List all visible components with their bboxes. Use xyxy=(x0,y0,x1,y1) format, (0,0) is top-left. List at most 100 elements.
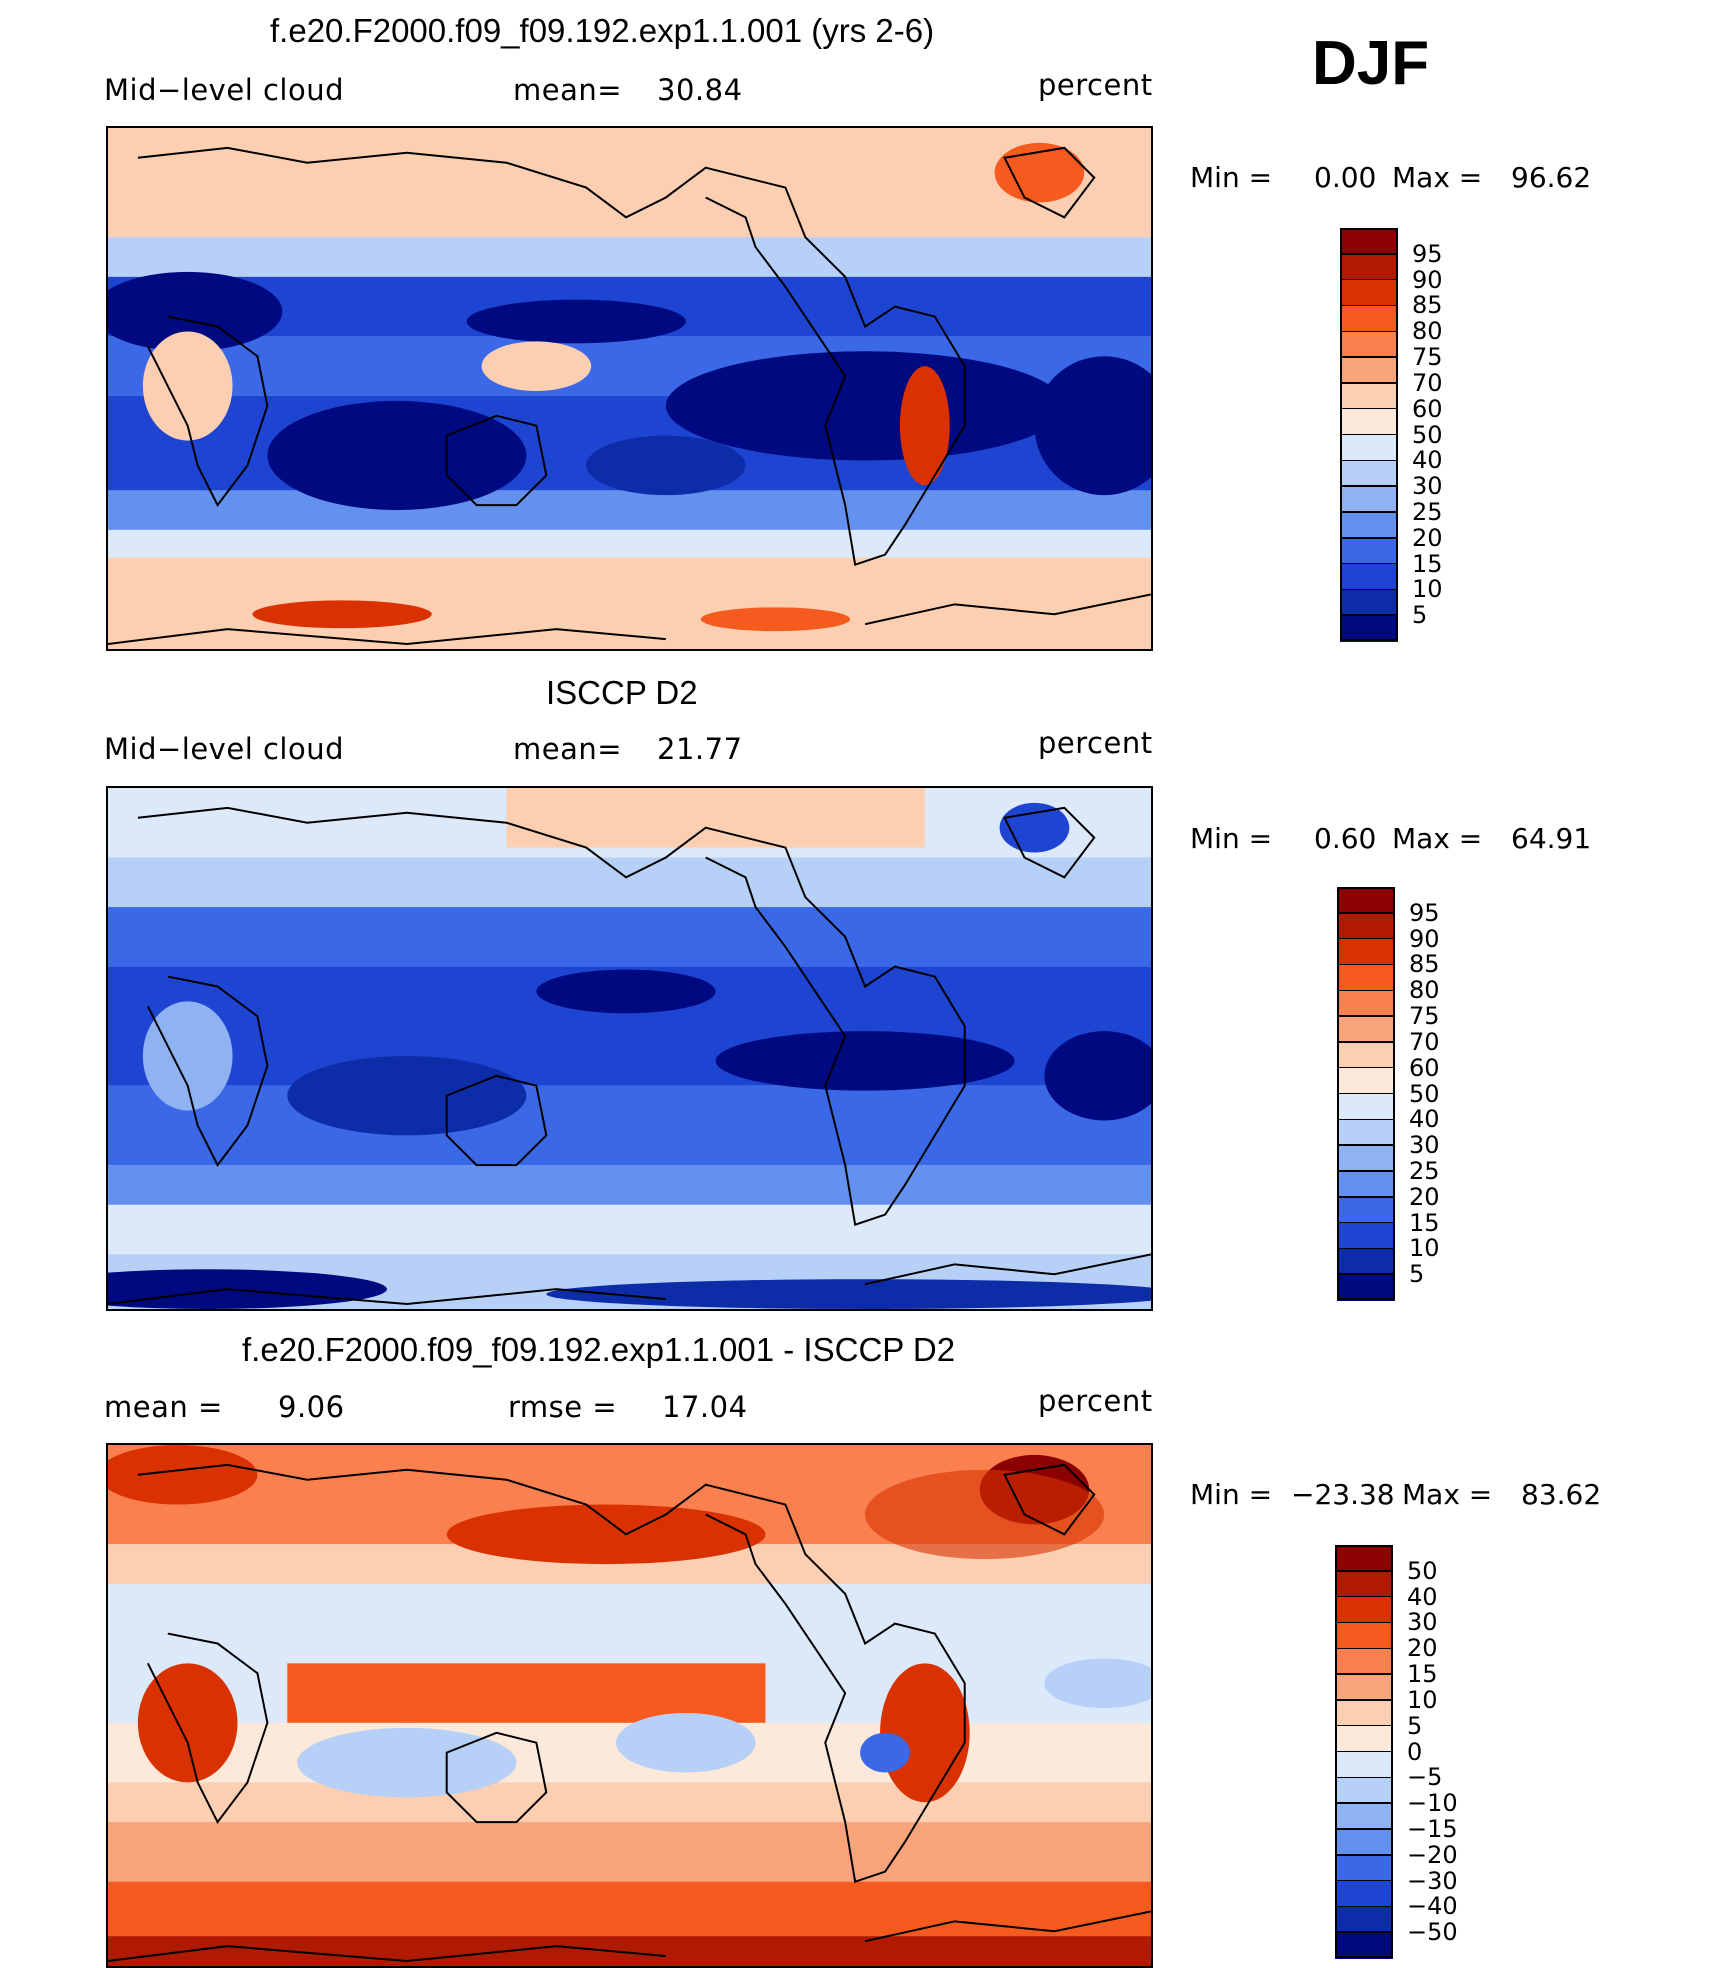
colorbar-tick-label: 5 xyxy=(1407,1711,1423,1740)
colorbar-separator xyxy=(1340,304,1398,307)
colorbar-tick-label: 15 xyxy=(1409,1208,1440,1237)
colorbar-segment xyxy=(1335,1596,1393,1623)
colorbar-separator xyxy=(1335,1750,1393,1753)
colorbar-separator xyxy=(1337,1015,1395,1017)
panel-diff-min-value: −23.38 xyxy=(1291,1478,1395,1511)
colorbar-border xyxy=(1337,887,1395,1300)
colorbar-segment xyxy=(1340,305,1398,332)
panel-model-mean-value: 30.84 xyxy=(657,73,743,107)
colorbar-segment xyxy=(1337,887,1395,914)
colorbar-segment xyxy=(1340,434,1398,461)
colorbar-tick-label: −5 xyxy=(1407,1763,1443,1792)
colorbar-separator xyxy=(1337,912,1395,914)
colorbar-segment xyxy=(1337,964,1395,991)
colorbar-separator xyxy=(1337,1196,1395,1198)
colorbar-tick-label: 25 xyxy=(1412,497,1443,526)
colorbar-separator xyxy=(1337,1144,1395,1146)
panel-obs-max-value: 64.91 xyxy=(1511,822,1592,855)
panel-model-title: f.e20.F2000.f09_f09.192.exp1.1.001 (yrs … xyxy=(270,12,935,49)
colorbar-separator xyxy=(1340,511,1398,513)
panel-obs-min-value: 0.60 xyxy=(1314,822,1377,855)
panel-obs-max-label: Max = xyxy=(1392,822,1483,855)
panel-obs-title: ISCCP D2 xyxy=(546,674,698,711)
colorbar-separator xyxy=(1335,1595,1393,1598)
colorbar-separator xyxy=(1340,588,1398,591)
panel-obs-map-svg xyxy=(108,788,1151,1309)
colorbar-separator xyxy=(1340,485,1398,487)
colorbar-tick-label: 10 xyxy=(1409,1234,1440,1263)
colorbar-tick-label: 95 xyxy=(1409,898,1440,927)
colorbar-segment xyxy=(1337,1170,1395,1198)
colorbar-segment xyxy=(1340,331,1398,358)
panel-obs-units: percent xyxy=(1038,726,1153,760)
colorbar-separator xyxy=(1335,1905,1393,1908)
colorbar-segment xyxy=(1340,486,1398,513)
colorbar-segment xyxy=(1337,1067,1395,1094)
colorbar-separator xyxy=(1337,1273,1395,1275)
panel-model-min-value: 0.00 xyxy=(1314,161,1377,194)
colorbar-border xyxy=(1340,228,1398,641)
colorbar-tick-label: 85 xyxy=(1412,291,1443,320)
colorbar-separator xyxy=(1337,1221,1395,1224)
colorbar-tick-label: 80 xyxy=(1412,317,1443,346)
colorbar-tick-label: −15 xyxy=(1407,1814,1458,1843)
colorbar-segment xyxy=(1340,408,1398,435)
colorbar-segment xyxy=(1337,1145,1395,1172)
colorbar-border xyxy=(1335,1545,1393,1958)
panel-diff-title: f.e20.F2000.f09_f09.192.exp1.1.001 - ISC… xyxy=(242,1331,956,1368)
colorbar-tick-label: −10 xyxy=(1407,1789,1458,1818)
colorbar-segment xyxy=(1335,1880,1393,1907)
panel-diff-map xyxy=(106,1443,1153,1968)
panel-obs-variable-label: Mid−level cloud xyxy=(104,732,344,766)
colorbar-segment xyxy=(1340,589,1398,616)
panel-diff-max-label: Max = xyxy=(1402,1478,1493,1511)
colorbar-segment xyxy=(1337,938,1395,965)
colorbar-segment xyxy=(1335,1854,1393,1882)
colorbar-segment xyxy=(1335,1906,1393,1933)
panel-diff-colorbar: 50 40 30 20 15 10 5 0 −5 −10 −15 −20 −30 −40 −50 xyxy=(1335,1545,1535,1959)
colorbar-segment xyxy=(1340,615,1398,642)
colorbar-separator xyxy=(1337,937,1395,940)
colorbar-tick-label: 30 xyxy=(1412,472,1443,501)
panel-diff-units: percent xyxy=(1038,1384,1153,1418)
colorbar-tick-label: 95 xyxy=(1412,239,1443,268)
panel-model-map xyxy=(106,126,1153,651)
colorbar-tick-label: 15 xyxy=(1407,1660,1438,1689)
colorbar-separator xyxy=(1337,989,1395,991)
panel-obs-colorbar: 95 90 85 80 75 70 60 50 40 30 25 20 15 10 5 xyxy=(1337,887,1537,1301)
colorbar-tick-label: 70 xyxy=(1412,368,1443,397)
colorbar-separator xyxy=(1340,614,1398,616)
colorbar-tick-label: 75 xyxy=(1409,1002,1440,1031)
colorbar-segment xyxy=(1337,1041,1395,1069)
colorbar-tick-label: 60 xyxy=(1409,1053,1440,1082)
colorbar-segment xyxy=(1335,1777,1393,1804)
colorbar-segment xyxy=(1340,357,1398,384)
colorbar-tick-label: 20 xyxy=(1412,523,1443,552)
colorbar-tick-label: 50 xyxy=(1409,1079,1440,1108)
colorbar-tick-label: 10 xyxy=(1407,1685,1438,1714)
colorbar-separator xyxy=(1340,253,1398,255)
colorbar-tick-label: 80 xyxy=(1409,976,1440,1005)
panel-model-max-value: 96.62 xyxy=(1511,161,1592,194)
panel-obs-mean-value: 21.77 xyxy=(657,732,743,766)
colorbar-tick-label: 40 xyxy=(1407,1582,1438,1611)
colorbar-tick-label: 25 xyxy=(1409,1156,1440,1185)
panel-obs-mean-label: mean= xyxy=(513,732,623,766)
colorbar-separator xyxy=(1337,1041,1395,1043)
panel-model-units: percent xyxy=(1038,68,1153,102)
panel-diff-mean-value: 9.06 xyxy=(278,1390,345,1424)
colorbar-tick-label: 90 xyxy=(1412,265,1443,294)
panel-obs-min-label: Min = xyxy=(1190,822,1273,855)
colorbar-segment xyxy=(1337,1093,1395,1120)
colorbar-segment xyxy=(1340,382,1398,410)
colorbar-segment xyxy=(1335,1725,1393,1752)
colorbar-tick-label: 20 xyxy=(1407,1634,1438,1663)
colorbar-separator xyxy=(1337,1066,1395,1069)
colorbar-separator xyxy=(1335,1724,1393,1727)
colorbar-separator xyxy=(1335,1854,1393,1856)
colorbar-segment xyxy=(1340,279,1398,306)
colorbar-separator xyxy=(1340,382,1398,384)
panel-obs-map xyxy=(106,786,1153,1311)
colorbar-segment xyxy=(1340,460,1398,487)
colorbar-separator xyxy=(1340,330,1398,332)
